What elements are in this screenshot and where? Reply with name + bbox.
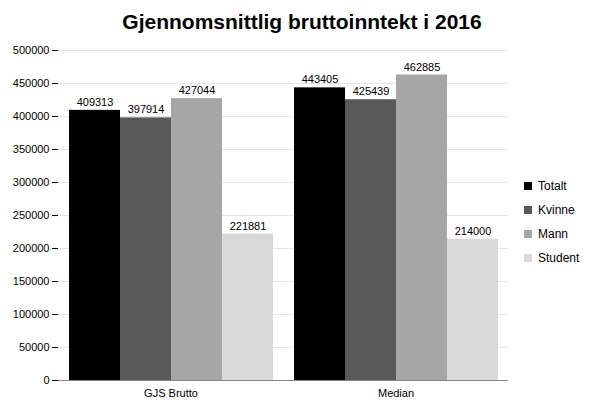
svg-text:450000: 450000 xyxy=(13,77,50,89)
svg-text:250000: 250000 xyxy=(13,209,50,221)
html-text:Totalt: Totalt xyxy=(538,179,567,193)
svg-text:0: 0 xyxy=(43,374,49,386)
svg-text:409313: 409313 xyxy=(77,96,114,108)
svg-text:GJS Brutto: GJS Brutto xyxy=(144,387,198,399)
svg-text:443405: 443405 xyxy=(302,73,339,85)
svg-text:400000: 400000 xyxy=(13,110,50,122)
svg-text:214000: 214000 xyxy=(455,225,492,237)
svg-text:200000: 200000 xyxy=(13,242,50,254)
svg-text:50000: 50000 xyxy=(19,341,50,353)
svg-text:221881: 221881 xyxy=(230,220,267,232)
html-text:Kvinne: Kvinne xyxy=(538,203,575,217)
svg-text:427044: 427044 xyxy=(179,84,216,96)
svg-text:462885: 462885 xyxy=(404,61,441,73)
html-text:Mann: Mann xyxy=(538,227,568,241)
svg-text:350000: 350000 xyxy=(13,143,50,155)
svg-text:Median: Median xyxy=(378,387,414,399)
svg-text:100000: 100000 xyxy=(13,308,50,320)
svg-text:300000: 300000 xyxy=(13,176,50,188)
svg-text:150000: 150000 xyxy=(13,275,50,287)
html-text:Student: Student xyxy=(538,251,580,265)
svg-text:397914: 397914 xyxy=(128,103,165,115)
html-text:Gjennomsnittlig bruttoinntekt: Gjennomsnittlig bruttoinntekt i 2016 xyxy=(122,10,482,33)
svg-text:425439: 425439 xyxy=(353,85,390,97)
svg-text:500000: 500000 xyxy=(13,44,50,56)
